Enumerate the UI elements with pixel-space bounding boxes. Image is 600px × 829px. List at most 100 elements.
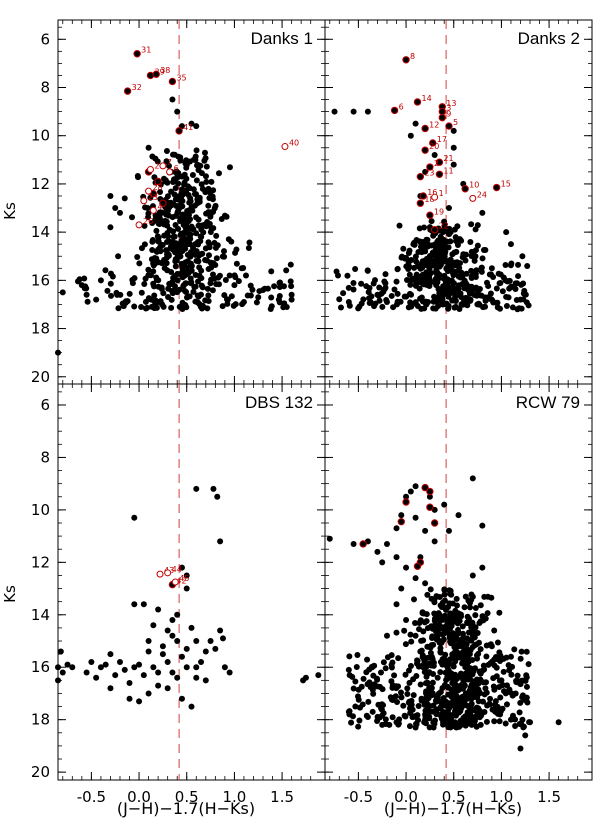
member-label: 10 [469, 181, 479, 190]
field-star [155, 669, 162, 676]
field-star [131, 664, 138, 671]
member-label: 5 [453, 118, 458, 127]
field-star [360, 675, 367, 682]
field-star [517, 296, 524, 303]
field-star [157, 210, 164, 217]
field-star [150, 262, 157, 269]
field-star [493, 673, 500, 680]
field-star [454, 223, 461, 230]
field-star [467, 296, 474, 303]
field-star [509, 663, 516, 670]
member-label: 41 [183, 123, 193, 132]
field-star [288, 283, 295, 290]
field-star [145, 690, 152, 697]
field-star [412, 514, 419, 521]
field-star [389, 684, 396, 691]
field-star [431, 538, 438, 545]
field-star [364, 681, 371, 688]
field-star [199, 302, 206, 309]
y-tick-label: 18 [31, 711, 50, 729]
member-label: 20 [429, 142, 439, 151]
field-star [161, 175, 168, 182]
field-star [469, 593, 476, 600]
field-star [363, 669, 370, 676]
field-star [427, 654, 434, 661]
field-star [165, 293, 172, 300]
member-label: 15 [501, 180, 511, 189]
field-star [283, 267, 290, 274]
field-star [454, 620, 461, 627]
field-star [176, 205, 183, 212]
field-star [138, 245, 145, 252]
field-star [206, 244, 213, 251]
field-star [525, 302, 532, 309]
field-star [135, 174, 142, 181]
field-star [193, 147, 200, 154]
field-star [383, 632, 390, 639]
field-star [501, 688, 508, 695]
field-star [452, 303, 459, 310]
field-star [107, 224, 114, 231]
field-star [465, 703, 472, 710]
field-star [226, 272, 233, 279]
field-star [197, 233, 204, 240]
field-star [423, 618, 430, 625]
field-star [368, 293, 375, 300]
field-star [219, 253, 226, 260]
field-star [517, 745, 524, 752]
field-star [516, 305, 523, 312]
member-star [421, 483, 429, 492]
field-star [161, 232, 168, 239]
field-star [174, 277, 181, 284]
field-star [340, 290, 347, 297]
field-star [431, 610, 438, 617]
field-star [377, 669, 384, 676]
field-star [182, 160, 189, 167]
field-star [126, 679, 133, 686]
member-star [397, 517, 405, 526]
field-star [427, 269, 434, 276]
field-star [153, 274, 160, 281]
field-star [165, 285, 172, 292]
field-star [429, 690, 436, 697]
field-star [280, 283, 287, 290]
member-star [438, 107, 446, 116]
field-star [107, 651, 114, 658]
field-star [517, 655, 524, 662]
field-star [190, 226, 197, 233]
field-star [364, 108, 371, 115]
field-star [287, 261, 294, 268]
x-tick-label: 1.5 [537, 788, 561, 806]
field-star [171, 191, 178, 198]
field-star [508, 671, 515, 678]
member-star [133, 50, 141, 58]
field-star [193, 664, 200, 671]
member-label: 4 [157, 202, 162, 211]
field-star [507, 241, 514, 248]
field-star [453, 682, 460, 689]
member-star-open [164, 569, 172, 577]
field-star [148, 256, 155, 263]
field-star [107, 192, 114, 199]
field-star [165, 252, 172, 259]
field-star [511, 646, 518, 653]
member-label: 31 [141, 46, 151, 55]
field-star [152, 155, 159, 162]
field-star [151, 299, 158, 306]
field-star [421, 305, 428, 312]
field-star [452, 655, 459, 662]
field-star [447, 238, 454, 245]
field-star [186, 293, 193, 300]
field-star [462, 697, 469, 704]
field-star [473, 723, 480, 730]
field-star [433, 710, 440, 717]
field-star [417, 648, 424, 655]
field-star [195, 293, 202, 300]
member-star [421, 124, 429, 133]
field-star [207, 280, 214, 287]
field-star [126, 695, 133, 702]
field-star [193, 674, 200, 681]
field-star [437, 704, 444, 711]
field-star [473, 292, 480, 299]
y-tick-label: 10 [31, 127, 50, 145]
